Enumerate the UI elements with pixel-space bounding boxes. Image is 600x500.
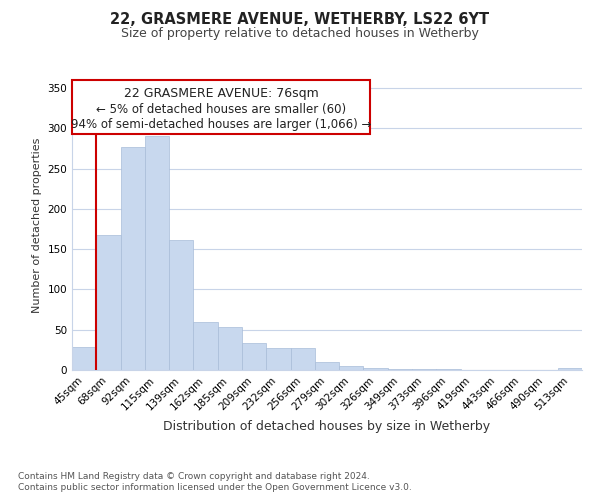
X-axis label: Distribution of detached houses by size in Wetherby: Distribution of detached houses by size … — [163, 420, 491, 433]
Bar — [121, 147, 145, 370]
Bar — [315, 362, 339, 370]
Text: Contains public sector information licensed under the Open Government Licence v3: Contains public sector information licen… — [18, 484, 412, 492]
Text: 22, GRASMERE AVENUE, WETHERBY, LS22 6YT: 22, GRASMERE AVENUE, WETHERBY, LS22 6YT — [110, 12, 490, 28]
Text: Contains HM Land Registry data © Crown copyright and database right 2024.: Contains HM Land Registry data © Crown c… — [18, 472, 370, 481]
Bar — [145, 136, 169, 370]
Bar — [96, 234, 121, 370]
FancyBboxPatch shape — [72, 80, 370, 134]
Bar — [218, 326, 242, 370]
Text: ← 5% of detached houses are smaller (60): ← 5% of detached houses are smaller (60) — [96, 102, 346, 116]
Bar — [412, 369, 436, 370]
Bar — [558, 368, 582, 370]
Bar — [242, 344, 266, 370]
Bar — [364, 368, 388, 370]
Bar — [290, 348, 315, 370]
Bar — [266, 348, 290, 370]
Bar — [72, 346, 96, 370]
Text: Size of property relative to detached houses in Wetherby: Size of property relative to detached ho… — [121, 28, 479, 40]
Bar — [169, 240, 193, 370]
Bar — [436, 369, 461, 370]
Text: 94% of semi-detached houses are larger (1,066) →: 94% of semi-detached houses are larger (… — [71, 118, 371, 131]
Text: 22 GRASMERE AVENUE: 76sqm: 22 GRASMERE AVENUE: 76sqm — [124, 87, 319, 100]
Y-axis label: Number of detached properties: Number of detached properties — [32, 138, 42, 312]
Bar — [388, 369, 412, 370]
Bar — [193, 322, 218, 370]
Bar — [339, 366, 364, 370]
